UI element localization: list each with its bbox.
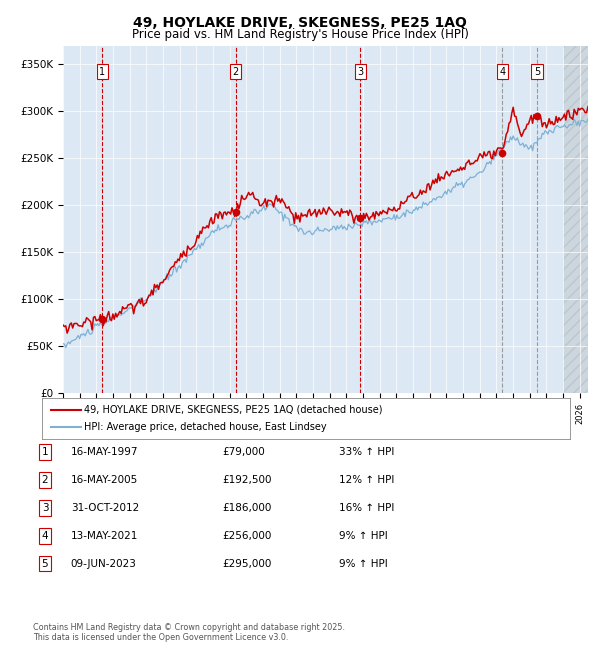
Text: 31-OCT-2012: 31-OCT-2012 <box>71 502 139 513</box>
Text: 3: 3 <box>41 502 49 513</box>
Text: 4: 4 <box>499 66 506 77</box>
Text: £186,000: £186,000 <box>222 502 271 513</box>
Text: 1: 1 <box>100 66 106 77</box>
Text: 49, HOYLAKE DRIVE, SKEGNESS, PE25 1AQ: 49, HOYLAKE DRIVE, SKEGNESS, PE25 1AQ <box>133 16 467 31</box>
Text: 2: 2 <box>41 474 49 485</box>
Text: 2: 2 <box>233 66 239 77</box>
Text: HPI: Average price, detached house, East Lindsey: HPI: Average price, detached house, East… <box>84 422 326 432</box>
Text: 16-MAY-2005: 16-MAY-2005 <box>71 474 138 485</box>
Text: Price paid vs. HM Land Registry's House Price Index (HPI): Price paid vs. HM Land Registry's House … <box>131 28 469 41</box>
Text: 16-MAY-1997: 16-MAY-1997 <box>71 447 139 457</box>
Text: 9% ↑ HPI: 9% ↑ HPI <box>339 530 388 541</box>
Text: 4: 4 <box>41 530 49 541</box>
Text: £79,000: £79,000 <box>222 447 265 457</box>
Text: 13-MAY-2021: 13-MAY-2021 <box>71 530 138 541</box>
Text: 16% ↑ HPI: 16% ↑ HPI <box>339 502 394 513</box>
Text: £295,000: £295,000 <box>222 558 271 569</box>
Text: 49, HOYLAKE DRIVE, SKEGNESS, PE25 1AQ (detached house): 49, HOYLAKE DRIVE, SKEGNESS, PE25 1AQ (d… <box>84 405 383 415</box>
Text: 12% ↑ HPI: 12% ↑ HPI <box>339 474 394 485</box>
Text: Contains HM Land Registry data © Crown copyright and database right 2025.
This d: Contains HM Land Registry data © Crown c… <box>33 623 345 642</box>
Text: £192,500: £192,500 <box>222 474 271 485</box>
Bar <box>563 46 588 393</box>
Text: 33% ↑ HPI: 33% ↑ HPI <box>339 447 394 457</box>
Text: 5: 5 <box>534 66 540 77</box>
Text: 09-JUN-2023: 09-JUN-2023 <box>71 558 137 569</box>
Text: 3: 3 <box>357 66 363 77</box>
Text: 9% ↑ HPI: 9% ↑ HPI <box>339 558 388 569</box>
Text: 5: 5 <box>41 558 49 569</box>
Text: 1: 1 <box>41 447 49 457</box>
Text: £256,000: £256,000 <box>222 530 271 541</box>
